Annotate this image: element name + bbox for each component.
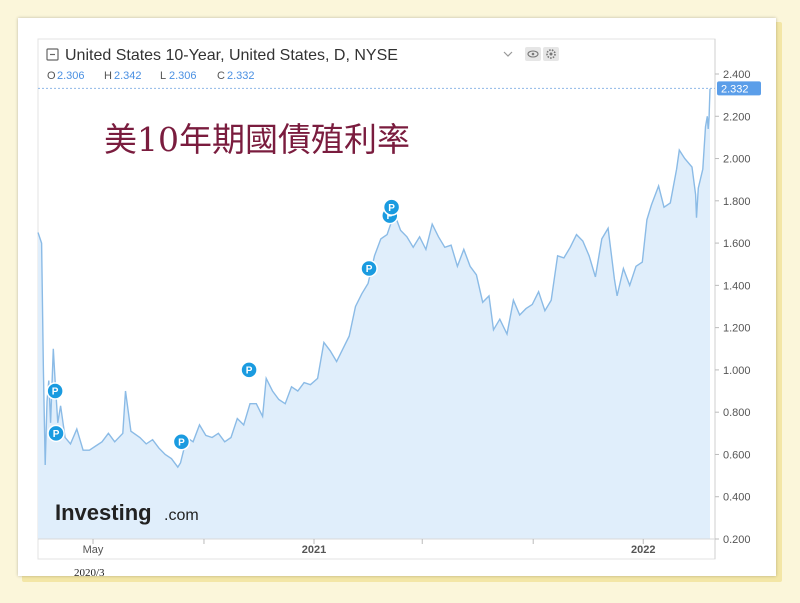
ohlc-h-value: 2.342 [114,70,142,82]
p-marker[interactable]: P [382,198,401,216]
ohlc-o-label: O [47,70,56,82]
gear-icon[interactable] [543,47,559,61]
series-area [38,88,710,540]
y-tick-label: 1.200 [723,323,751,335]
y-tick-label: 0.200 [723,534,751,546]
y-axis: 2.400 2.200 2.000 1.800 1.600 1.400 1.200 1.000… [715,69,751,546]
p-marker-label: P [178,437,185,448]
p-marker[interactable]: P [47,424,65,443]
y-tick-label: 1.000 [723,365,751,377]
p-marker-label: P [388,203,395,214]
y-tick-label: 0.400 [723,492,751,504]
p-marker-label: P [52,387,59,398]
x-tick-label: 2022 [631,544,655,556]
series-line [37,88,711,469]
investing-logo: Investing .com [55,500,199,525]
ohlc-c-label: C [217,70,225,82]
overlay-title: 美10年期國債殖利率 [104,120,410,159]
x-tick-label: 2021 [302,544,326,556]
ohlc-row: O 2.306 H 2.342 L 2.306 C 2.332 [47,70,255,82]
ohlc-l-label: L [160,70,166,82]
y-tick-label: 1.600 [723,238,751,250]
p-marker-label: P [366,264,373,275]
last-price-tag: 2.332 [717,81,761,96]
y-tick-label: 0.600 [723,449,751,461]
y-tick-label: 0.800 [723,407,751,419]
ohlc-h-label: H [104,70,112,82]
p-marker[interactable]: P [46,382,64,400]
eye-icon[interactable] [525,47,541,61]
ohlc-l-value: 2.306 [169,70,197,82]
p-marker[interactable]: P [360,259,378,278]
area-layer [37,88,711,540]
chevron-down-icon[interactable] [503,51,513,57]
y-tick-label: 2.200 [723,111,751,123]
p-marker-label: P [246,366,253,377]
p-marker[interactable]: P [240,361,258,379]
caption: 2020/3 [74,567,105,579]
chart-title: United States 10-Year, United States, D,… [65,47,398,64]
ohlc-c-value: 2.332 [227,70,255,82]
last-price-label: 2.332 [721,83,749,95]
x-axis: May 2021 2022 [83,539,655,556]
y-tick-label: 2.400 [723,69,751,81]
p-marker-label: P [53,429,60,440]
logo-brand: Investing [55,500,152,525]
logo-suffix: .com [164,507,199,524]
y-tick-label: 2.000 [723,154,751,166]
chart-header: United States 10-Year, United States, D,… [46,47,559,64]
ohlc-o-value: 2.306 [57,70,85,82]
p-marker-label: P [386,211,393,222]
p-marker[interactable]: P [172,433,191,451]
collapse-icon[interactable] [46,48,59,61]
x-tick-label: May [83,544,104,556]
y-tick-label: 1.400 [723,280,751,292]
y-tick-label: 1.800 [723,196,751,208]
